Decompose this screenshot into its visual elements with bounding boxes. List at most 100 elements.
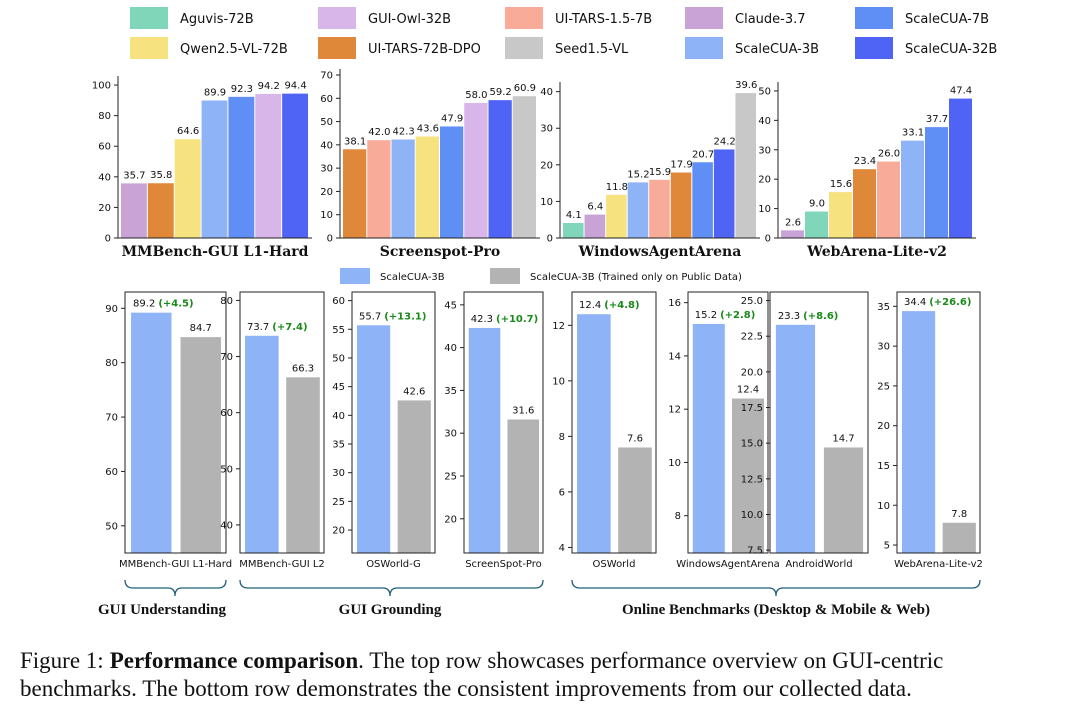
y-tick-label: 40 (220, 520, 233, 531)
y-tick-label: 20 (320, 187, 333, 198)
y-tick-label: 100 (92, 81, 111, 92)
group-label: Online Benchmarks (Desktop & Mobile & We… (622, 602, 930, 618)
bar (286, 377, 320, 553)
y-tick-label: 16 (668, 298, 681, 309)
bar (507, 419, 540, 553)
y-tick-label: 30 (320, 164, 333, 175)
y-tick-label: 15.0 (741, 439, 763, 450)
bar (415, 136, 439, 238)
frame (769, 291, 869, 554)
value-label: 92.3 (231, 84, 253, 95)
bar (228, 96, 255, 238)
y-tick-label: 80 (220, 296, 233, 307)
value-text: 55.7 (359, 311, 381, 322)
legend-label: ScaleCUA-3B (735, 42, 819, 57)
value-text: 23.3 (778, 311, 800, 322)
value-label: 15.2 (627, 169, 649, 180)
bar (121, 183, 147, 238)
value-label: 34.4 (+26.6) (904, 297, 971, 308)
y-tick-label: 0 (105, 234, 111, 245)
value-label: 84.7 (190, 323, 212, 334)
value-label: 64.6 (177, 126, 199, 137)
group-label: GUI Understanding (98, 602, 226, 618)
bar (440, 126, 464, 238)
y-tick-label: 30 (877, 342, 890, 353)
y-tick-label: 30 (758, 145, 771, 156)
frame (351, 291, 436, 554)
bar (627, 182, 649, 238)
y-tick-label: 10 (758, 204, 771, 215)
y-tick-label: 0 (765, 234, 771, 245)
legend-label: Seed1.5-VL (555, 42, 629, 57)
x-label: OSWorld-G (366, 559, 421, 570)
value-label: 2.6 (785, 217, 801, 228)
value-label: 66.3 (292, 363, 314, 374)
value-label: 23.4 (854, 156, 876, 167)
value-label: 42.0 (368, 127, 390, 138)
bar (488, 100, 512, 238)
bracket (571, 579, 981, 597)
bar (282, 93, 308, 238)
x-label: ScreenSpot-Pro (465, 559, 542, 570)
value-label: 15.2 (+2.8) (695, 310, 756, 321)
y-tick-label: 80 (98, 111, 111, 122)
y-tick-label: 80 (105, 358, 118, 369)
y-tick-label: 10 (877, 501, 890, 512)
value-label: 26.0 (878, 149, 900, 160)
bar (563, 223, 584, 238)
value-text: 89.2 (133, 299, 155, 310)
y-tick-label: 60 (320, 94, 333, 105)
bar (732, 398, 764, 553)
y-tick-label: 60 (105, 467, 118, 478)
x-label: WebArena-Lite-v2 (894, 559, 983, 570)
frame (463, 291, 544, 554)
bar (255, 93, 282, 238)
y-tick-label: 55 (332, 325, 345, 336)
y-tick-label: 25 (444, 471, 457, 482)
bar (577, 314, 611, 553)
group-label: GUI Grounding (339, 602, 442, 618)
y-tick-label: 12 (668, 405, 681, 416)
bracket (239, 579, 544, 597)
x-label: MMBench-GUI L2 (239, 559, 325, 570)
bar (735, 93, 756, 238)
chart-title: MMBench-GUI L1-Hard (122, 244, 309, 260)
value-label: 9.0 (809, 199, 825, 210)
legend-label: Aguvis-72B (180, 12, 254, 27)
y-tick-label: 40 (444, 343, 457, 354)
y-tick-label: 10 (540, 197, 553, 208)
value-label: 38.1 (344, 136, 366, 147)
y-tick-label: 0 (547, 234, 553, 245)
y-tick-label: 25 (332, 497, 345, 508)
legend-swatch (130, 7, 168, 29)
delta-label: (+13.1) (384, 311, 426, 322)
y-tick-label: 8 (675, 511, 681, 522)
value-label: 39.6 (735, 80, 757, 91)
bar (692, 323, 725, 553)
delta-label: (+7.4) (272, 322, 307, 333)
y-tick-label: 0 (327, 234, 333, 245)
y-tick-label: 10 (552, 376, 565, 387)
bar (829, 192, 852, 238)
value-label: 55.7 (+13.1) (359, 311, 426, 322)
delta-label: (+10.7) (496, 314, 538, 325)
y-tick-label: 90 (105, 304, 118, 315)
legend-swatch (490, 268, 520, 284)
frame (571, 291, 657, 554)
y-tick-label: 70 (320, 71, 333, 82)
value-label: 94.2 (258, 81, 280, 92)
value-label: 15.6 (830, 179, 852, 190)
y-tick-label: 17.5 (741, 403, 763, 414)
bar (901, 311, 936, 553)
y-tick-label: 20 (332, 526, 345, 537)
legend-swatch (318, 37, 356, 59)
value-label: 23.3 (+8.6) (778, 311, 839, 322)
value-label: 60.9 (514, 83, 536, 94)
bar (805, 211, 828, 238)
value-label: 6.4 (587, 202, 603, 213)
value-text: 73.7 (247, 322, 269, 333)
y-tick-label: 60 (332, 296, 345, 307)
legend-swatch (318, 7, 356, 29)
y-tick-label: 12 (552, 321, 565, 332)
